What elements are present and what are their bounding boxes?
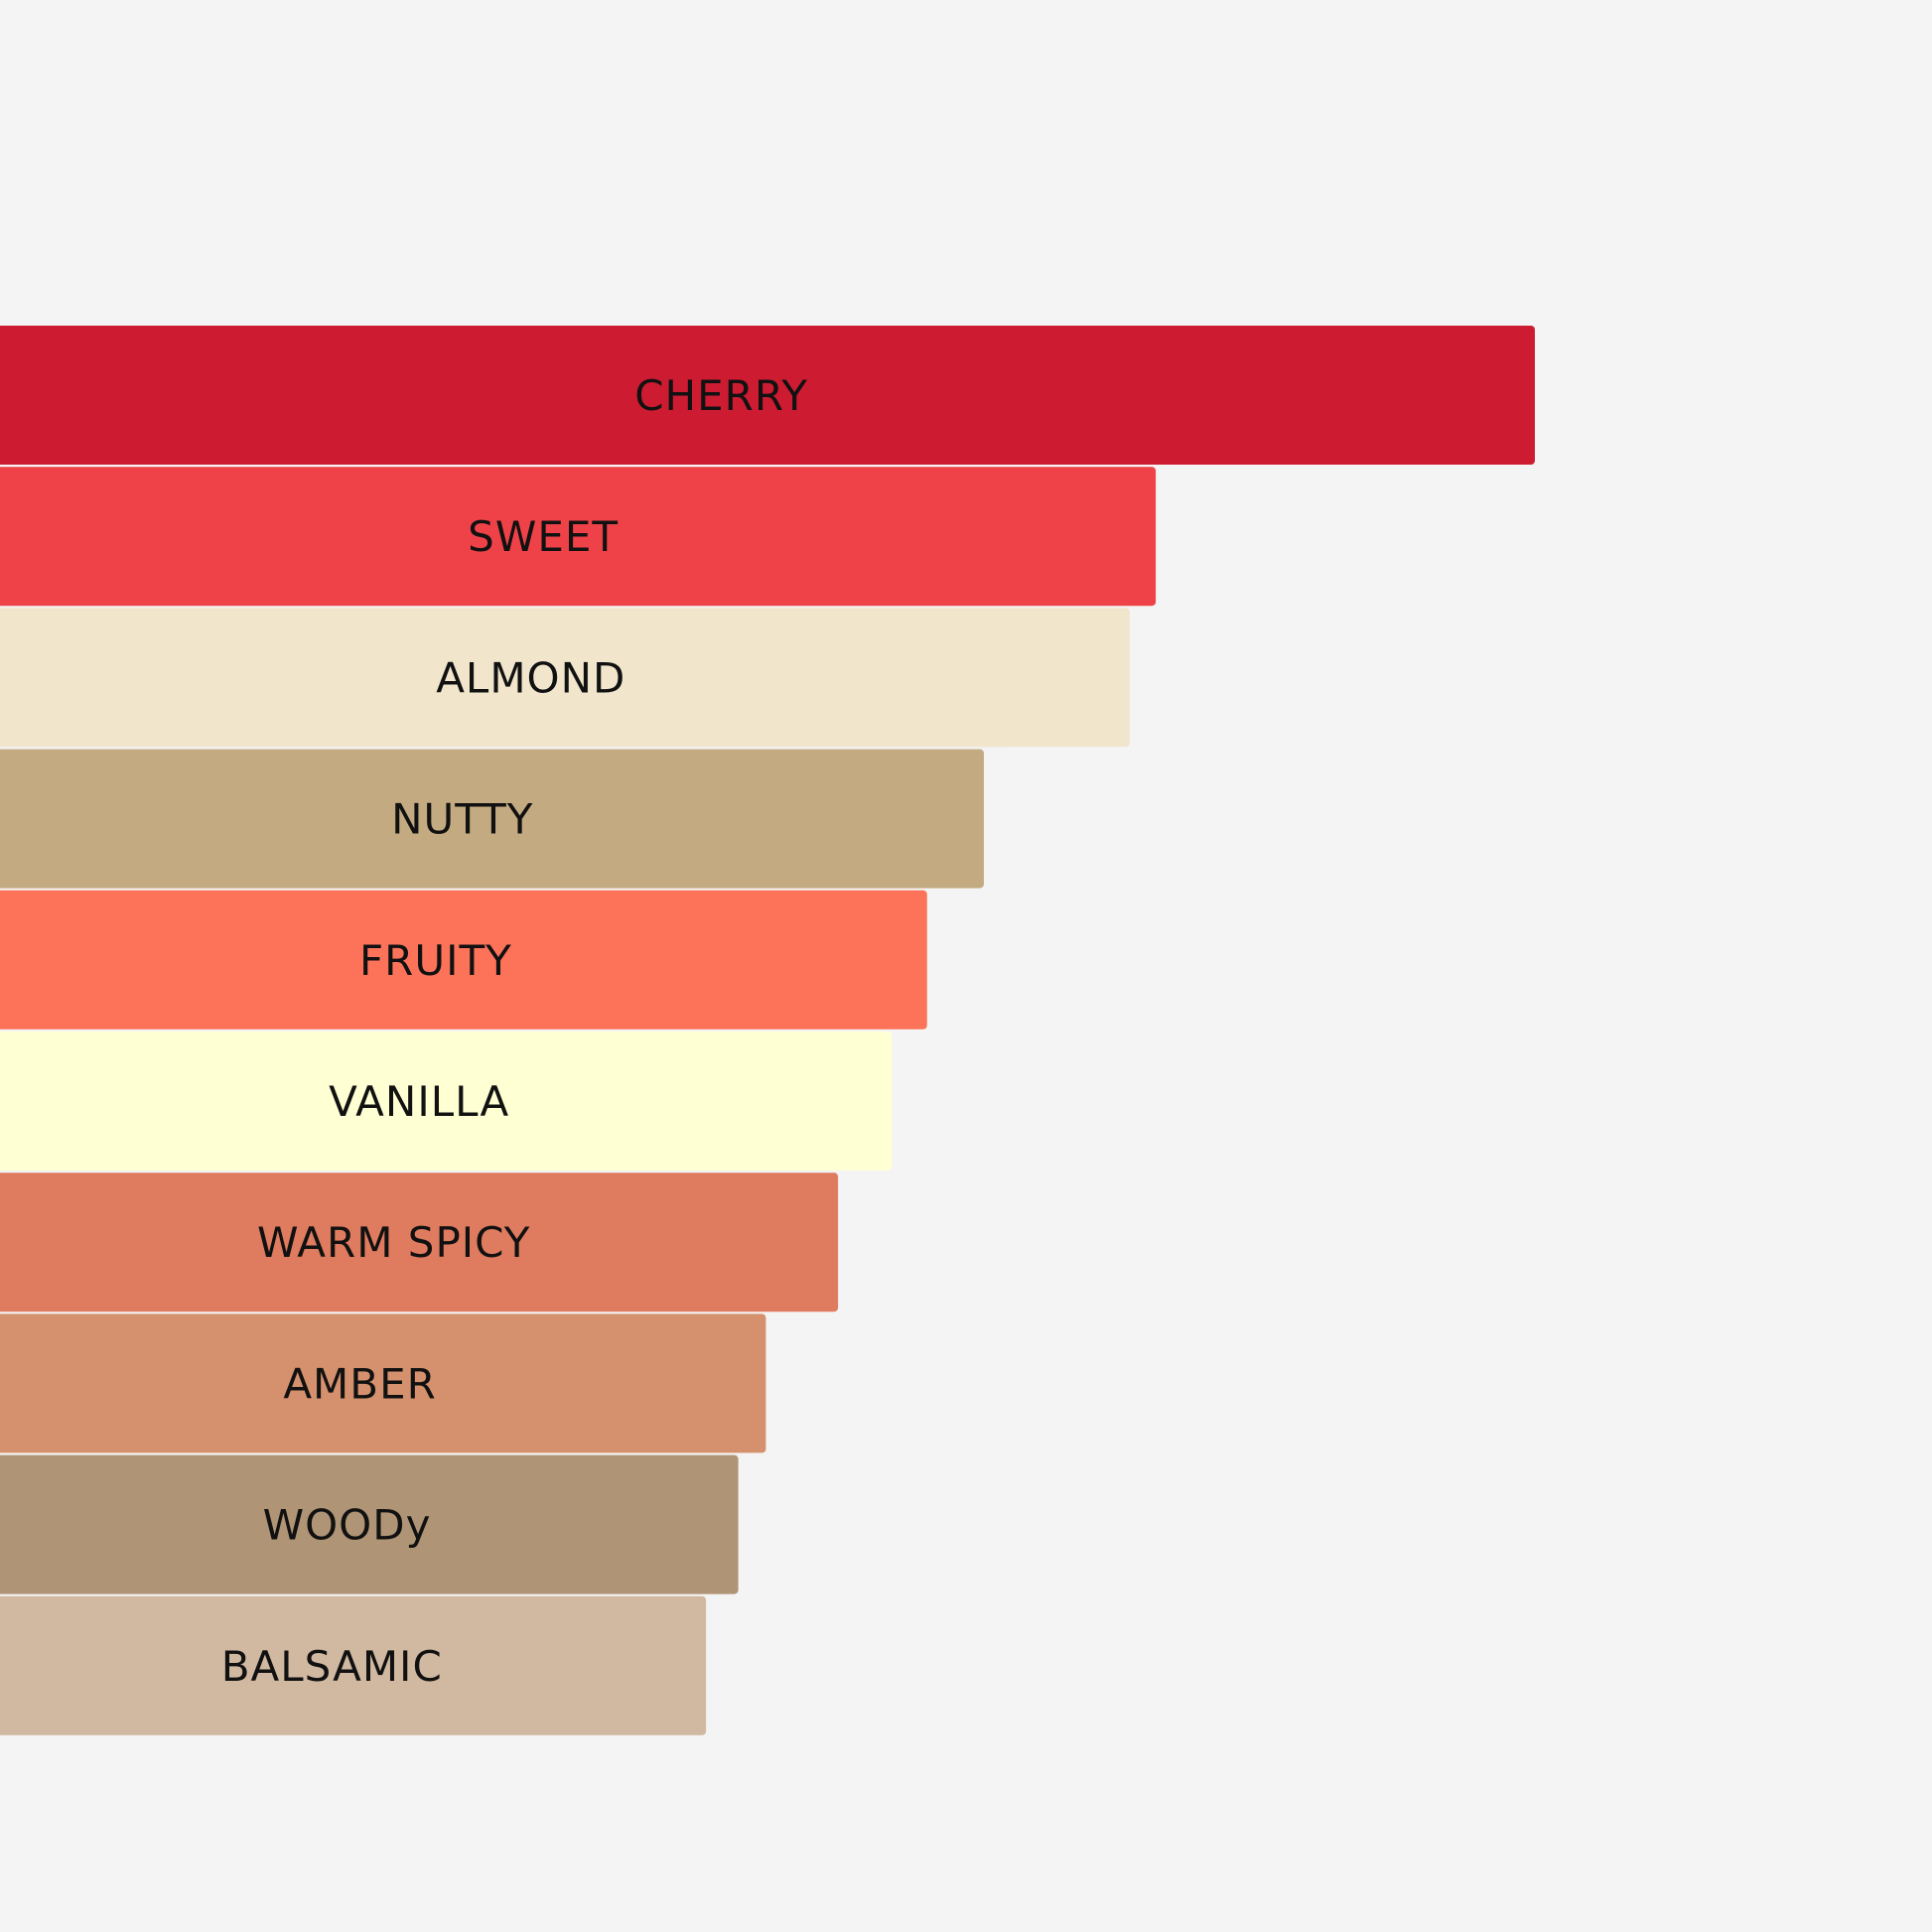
bar-vanilla[interactable] (0, 1032, 893, 1171)
bar-group-fruity: FRUITY (0, 890, 927, 1030)
bar-label-nutty: NUTTY (391, 795, 533, 844)
bar-label-balsamic: BALSAMIC (221, 1642, 443, 1691)
bar-label-vanilla: VANILLA (329, 1077, 509, 1126)
bar-label-cherry: CHERRY (634, 371, 808, 420)
bar-group-cherry: CHERRY (0, 326, 1535, 465)
bar-label-warm-spicy: WARM SPICY (257, 1218, 530, 1267)
bar-label-sweet: SWEET (468, 512, 619, 561)
bar-group-warm-spicy: WARM SPICY (0, 1173, 839, 1312)
bar-group-amber: AMBER (0, 1313, 766, 1453)
bar-sweet[interactable] (0, 467, 1157, 607)
bar-almond[interactable] (0, 608, 1130, 748)
bar-cherry[interactable] (0, 326, 1535, 465)
bar-group-woody: WOODy (0, 1454, 739, 1594)
bar-group-nutty: NUTTY (0, 749, 984, 889)
bar-group-balsamic: BALSAMIC (0, 1595, 707, 1735)
bar-label-amber: AMBER (283, 1359, 437, 1408)
bar-group-vanilla: VANILLA (0, 1032, 893, 1171)
bar-balsamic[interactable] (0, 1595, 707, 1735)
bar-woody[interactable] (0, 1454, 739, 1594)
bar-label-almond: ALMOND (436, 653, 625, 702)
bar-label-woody: WOODy (263, 1501, 432, 1550)
bar-amber[interactable] (0, 1313, 766, 1453)
bar-nutty[interactable] (0, 749, 984, 889)
bar-group-sweet: SWEET (0, 467, 1157, 607)
bar-warm-spicy[interactable] (0, 1173, 839, 1312)
bar-fruity[interactable] (0, 890, 927, 1030)
bar-group-almond: ALMOND (0, 608, 1130, 748)
bar-label-fruity: FRUITY (359, 936, 512, 985)
